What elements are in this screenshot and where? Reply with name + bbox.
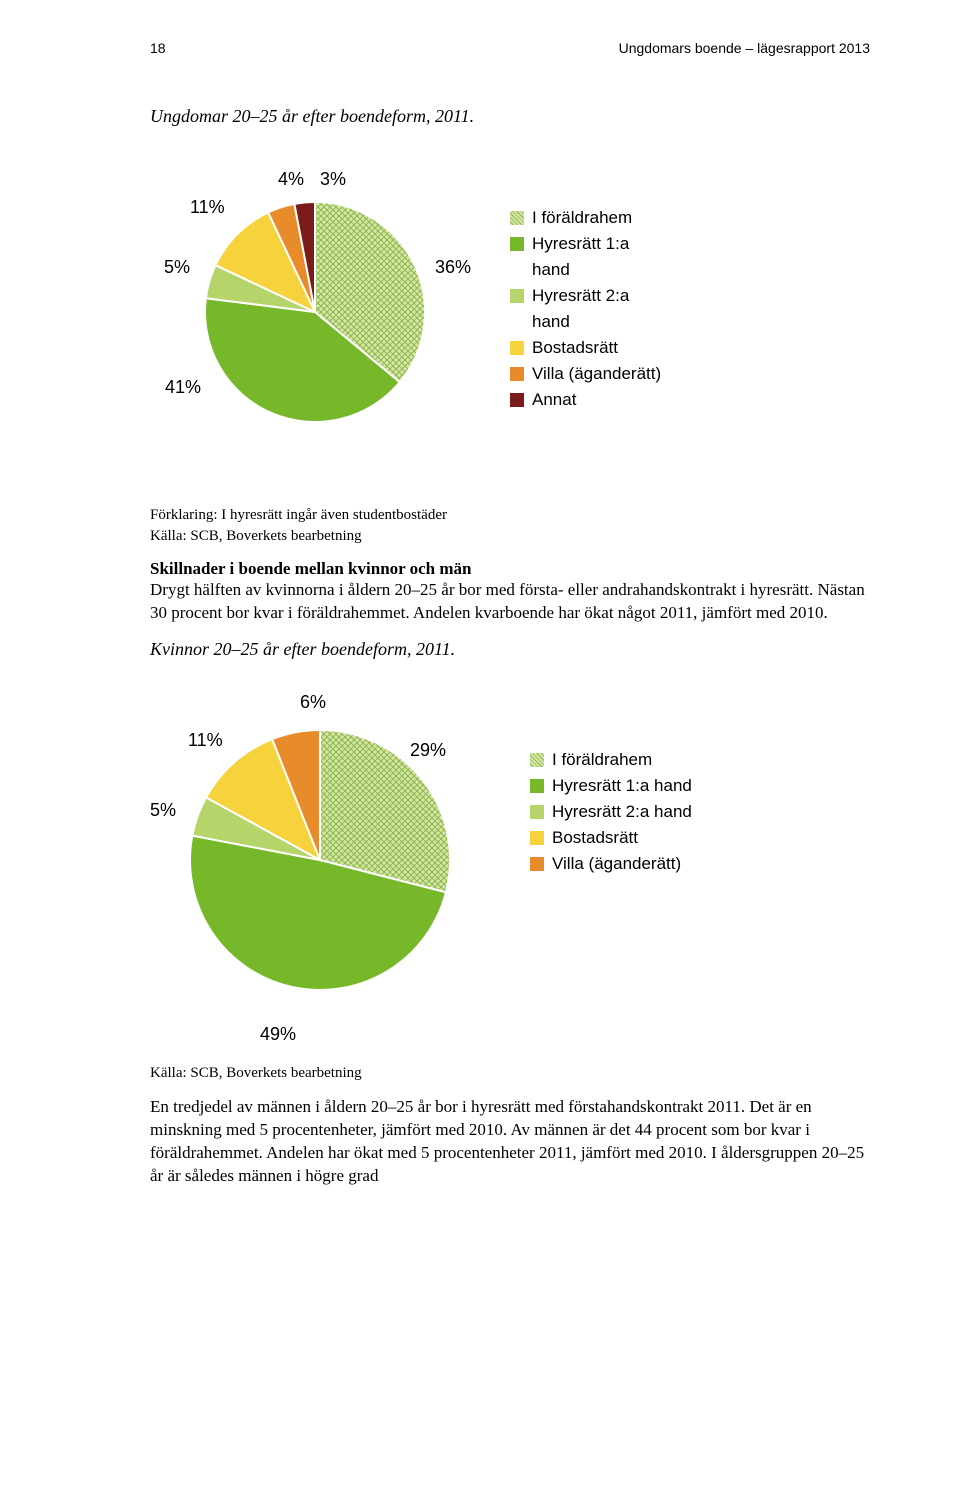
chart2-pct-5: 5% (150, 800, 176, 821)
swatch2-villa (530, 857, 544, 871)
chart1-legend: I föräldrahem Hyresrätt 1:a hand Hyresrä… (510, 208, 661, 416)
legend2-hyr1: Hyresrätt 1:a hand (530, 776, 692, 796)
closing-body: En tredjedel av männen i åldern 20–25 år… (150, 1096, 870, 1188)
swatch2-hyr1 (530, 779, 544, 793)
legend-label: I föräldrahem (532, 208, 632, 228)
chart2-pct-49: 49% (260, 1024, 870, 1045)
chart1-pct-4: 4% (278, 169, 304, 190)
legend-label: I föräldrahem (552, 750, 652, 770)
legend-item-annat: Annat (510, 390, 661, 410)
legend-label: Villa (äganderätt) (532, 364, 661, 384)
legend-label: Bostadsrätt (552, 828, 638, 848)
chart1-title: Ungdomar 20–25 år efter boendeform, 2011… (150, 106, 870, 127)
legend-label: Hyresrätt 2:a (532, 286, 629, 306)
section-heading: Skillnader i boende mellan kvinnor och m… (150, 559, 870, 579)
chart1-pct-3: 3% (320, 169, 346, 190)
legend-item-hyr2: Hyresrätt 2:a (510, 286, 661, 306)
section-body: Drygt hälften av kvinnorna i åldern 20–2… (150, 579, 870, 625)
chart2-pct-6: 6% (300, 692, 326, 713)
legend-item-hyr2b: hand (532, 312, 661, 332)
swatch-hyr2 (510, 289, 524, 303)
legend-label: hand (532, 260, 570, 280)
legend-label: Hyresrätt 1:a hand (552, 776, 692, 796)
legend-label: Annat (532, 390, 576, 410)
chart2-pct-11: 11% (188, 730, 223, 751)
swatch-hyr1 (510, 237, 524, 251)
chart1-caption-2: Källa: SCB, Boverkets bearbetning (150, 528, 870, 545)
chart1-pct-41: 41% (165, 377, 201, 398)
swatch2-hyr2 (530, 805, 544, 819)
legend-label: Villa (äganderätt) (552, 854, 681, 874)
legend-label: Bostadsrätt (532, 338, 618, 358)
legend2-foraldrahem: I föräldrahem (530, 750, 692, 770)
legend2-villa: Villa (äganderätt) (530, 854, 692, 874)
legend-item-villa: Villa (äganderätt) (510, 364, 661, 384)
swatch2-foraldrahem (530, 753, 544, 767)
legend-item-hyr1b: hand (532, 260, 661, 280)
page-number: 18 (150, 40, 166, 56)
chart1-caption-1: Förklaring: I hyresrätt ingår även stude… (150, 507, 870, 524)
chart2-pie: 29% 5% 11% 6% (150, 680, 490, 1020)
legend-item-bostad: Bostadsrätt (510, 338, 661, 358)
legend-label: Hyresrätt 1:a (532, 234, 629, 254)
swatch-bostad (510, 341, 524, 355)
chart2-title: Kvinnor 20–25 år efter boendeform, 2011. (150, 639, 870, 660)
swatch2-bostad (530, 831, 544, 845)
legend2-hyr2: Hyresrätt 2:a hand (530, 802, 692, 822)
legend-item-hyr1: Hyresrätt 1:a (510, 234, 661, 254)
chart2-block: 29% 5% 11% 6% I föräldrahem Hyresrätt 1:… (150, 680, 870, 1045)
swatch-villa (510, 367, 524, 381)
chart1-pct-5: 5% (164, 257, 190, 278)
chart1-pie: 36% 41% 5% 11% 4% 3% (150, 147, 480, 477)
swatch-annat (510, 393, 524, 407)
page-header: 18 Ungdomars boende – lägesrapport 2013 (150, 40, 870, 56)
running-title: Ungdomars boende – lägesrapport 2013 (619, 40, 870, 56)
chart1-block: 36% 41% 5% 11% 4% 3% I föräldrahem Hyres… (150, 147, 870, 477)
swatch-foraldrahem (510, 211, 524, 225)
chart2-legend: I föräldrahem Hyresrätt 1:a hand Hyresrä… (530, 750, 692, 880)
chart2-caption: Källa: SCB, Boverkets bearbetning (150, 1065, 870, 1082)
legend-label: hand (532, 312, 570, 332)
legend-label: Hyresrätt 2:a hand (552, 802, 692, 822)
chart1-pct-11: 11% (190, 197, 225, 218)
chart1-pct-36: 36% (435, 257, 471, 278)
legend2-bostad: Bostadsrätt (530, 828, 692, 848)
chart2-pct-29: 29% (410, 740, 446, 761)
legend-item-foraldrahem: I föräldrahem (510, 208, 661, 228)
